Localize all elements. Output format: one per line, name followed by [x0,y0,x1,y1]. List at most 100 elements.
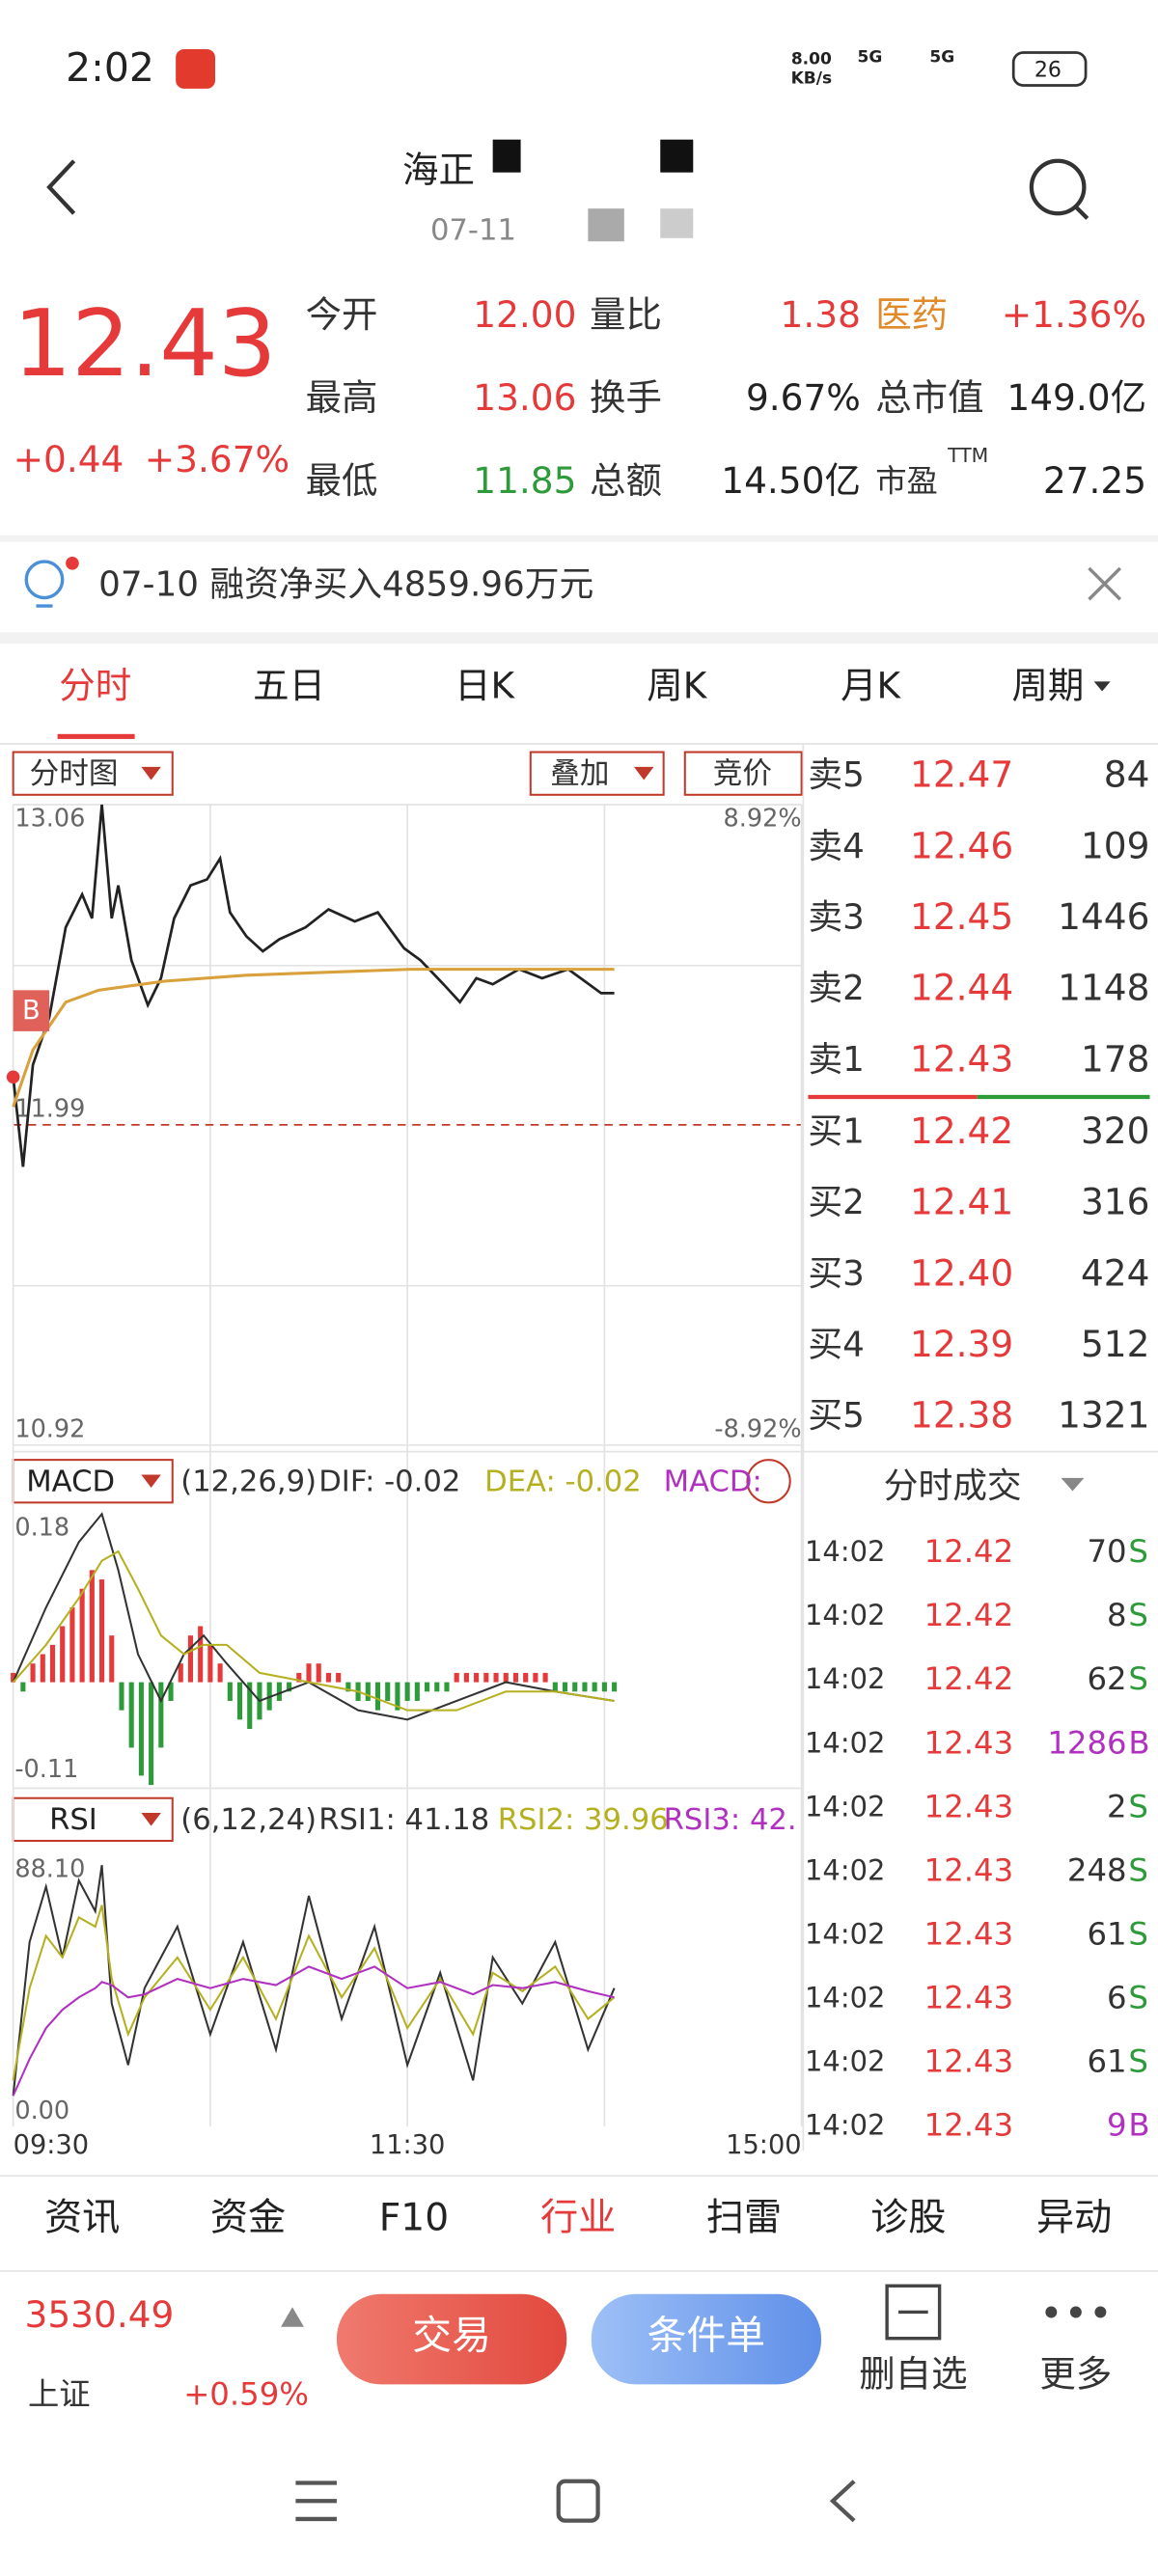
trade-time: 14:02 [805,1853,885,1886]
tab[interactable]: 月K [841,665,901,707]
trade-side: S [1128,1915,1148,1952]
macd-bar [89,1570,95,1683]
trade-volume: 61 [1087,1915,1126,1952]
book-price: 12.39 [910,1323,1013,1365]
remove-icon[interactable] [885,2284,942,2341]
tab[interactable]: 分时 [59,665,131,707]
macd-bar [592,1682,597,1692]
net-speed: 8.00 [791,49,832,69]
macd-bar [533,1672,538,1683]
y-tick-label: 88.10 [14,1855,85,1884]
book-volume: 424 [1081,1251,1149,1294]
trade-button[interactable] [336,2293,567,2385]
macd-bar [217,1663,223,1683]
macd-bar [395,1682,400,1711]
series-line [12,1965,615,2096]
chart-control[interactable]: 叠加 [550,757,609,791]
quote-value: 14.50亿 [721,459,861,502]
macd-bar [552,1682,558,1692]
chart-control[interactable]: 竞价 [713,757,772,791]
bottom-tab[interactable]: 资讯 [44,2197,120,2240]
divider [0,534,1158,542]
book-volume: 84 [1104,754,1150,796]
bottom-tab[interactable]: 资金 [210,2197,286,2240]
quote-label: 量比 [590,293,662,336]
macd-bar [187,1635,194,1683]
macd-bar [109,1635,115,1683]
back-button[interactable] [46,159,76,215]
action-label[interactable]: 删自选 [859,2352,967,2395]
macd-bar [79,1588,85,1683]
book-label: 买3 [808,1254,864,1294]
stock-name: 海正 [402,149,475,191]
trade-side: B [1128,1724,1149,1761]
macd-bar [149,1682,154,1786]
macd-bar [30,1663,36,1683]
trade-volume: 8 [1107,1597,1127,1633]
y-tick-label: -0.11 [14,1755,78,1784]
indicator-value: RSI1: 41.18 [318,1803,489,1837]
dropdown-arrow [1093,681,1111,692]
bottom-tab[interactable]: F10 [379,2197,449,2240]
macd-bar [336,1672,342,1683]
y-tick-label: 0.18 [14,1514,69,1543]
series-line [12,1549,615,1712]
y-tick-label: 8.92% [724,804,802,833]
clock: 2:02 [66,44,154,91]
quote-value: 13.06 [473,376,576,419]
redaction [492,139,521,173]
trades-title: 分时成交 [884,1466,1022,1506]
book-label: 卖4 [808,827,864,866]
indicator-value: RSI2: 39.96 [498,1803,669,1837]
quote-label: 总额 [590,459,662,502]
book-price: 12.47 [910,754,1013,796]
tab[interactable]: 日K [455,665,515,707]
redaction [660,208,694,238]
macd-bar [296,1672,302,1683]
tab[interactable]: 五日 [253,665,325,707]
bottom-tab[interactable]: 诊股 [870,2197,946,2240]
condition-button[interactable] [591,2293,822,2385]
more-icon[interactable] [1045,2306,1107,2318]
net-unit: KB/s [791,69,833,89]
action-label[interactable]: 更多 [1039,2352,1112,2395]
macd-bar [158,1682,164,1748]
quote-value: 149.0亿 [1006,376,1146,419]
trade-time: 14:02 [805,1726,885,1759]
action-label[interactable]: 条件单 [648,2313,766,2359]
macd-bar [365,1682,371,1701]
quote-label: 市盈 [875,462,938,499]
trade-side: S [1128,1851,1148,1888]
book-label: 卖2 [808,969,864,1008]
bottom-tab[interactable]: 异动 [1036,2197,1112,2240]
book-price: 12.44 [910,967,1013,1009]
system-nav[interactable] [295,2479,856,2523]
indicator-value: RSI3: 42. [664,1803,797,1837]
y-tick-label: 0.00 [14,2096,69,2125]
action-label[interactable]: 交易 [412,2313,491,2359]
macd-bar [20,1682,26,1692]
quote-label: 今开 [306,293,378,336]
trade-volume: 61 [1087,2042,1126,2079]
macd-bar [512,1672,519,1683]
signal: 5G [857,48,882,68]
macd-bar [454,1672,459,1683]
quote-label: 医药 [875,293,948,336]
bottom-tab[interactable]: 扫雷 [706,2197,782,2240]
tab[interactable]: 周期 [1011,665,1084,707]
chart-control[interactable]: 分时图 [30,757,119,791]
macd-bar [425,1682,430,1692]
battery [1011,51,1088,87]
search-button[interactable] [1029,158,1089,220]
tab[interactable]: 周K [647,665,707,707]
y-tick-label: 10.92 [14,1414,85,1443]
trade-price: 12.43 [924,1979,1014,2015]
macd-bar [276,1682,282,1701]
macd-bar [69,1607,75,1683]
book-price: 12.41 [910,1181,1013,1223]
quote-value: 27.25 [1043,459,1146,502]
bottom-tab[interactable]: 行业 [540,2197,616,2240]
macd-bar [178,1663,183,1683]
expand-icon[interactable] [746,1459,791,1504]
close-button[interactable] [1088,566,1122,601]
